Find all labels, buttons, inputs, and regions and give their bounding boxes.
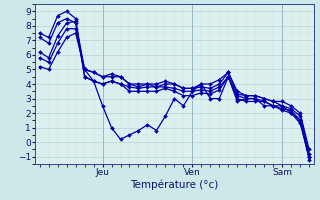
- X-axis label: Température (°c): Température (°c): [130, 180, 219, 190]
